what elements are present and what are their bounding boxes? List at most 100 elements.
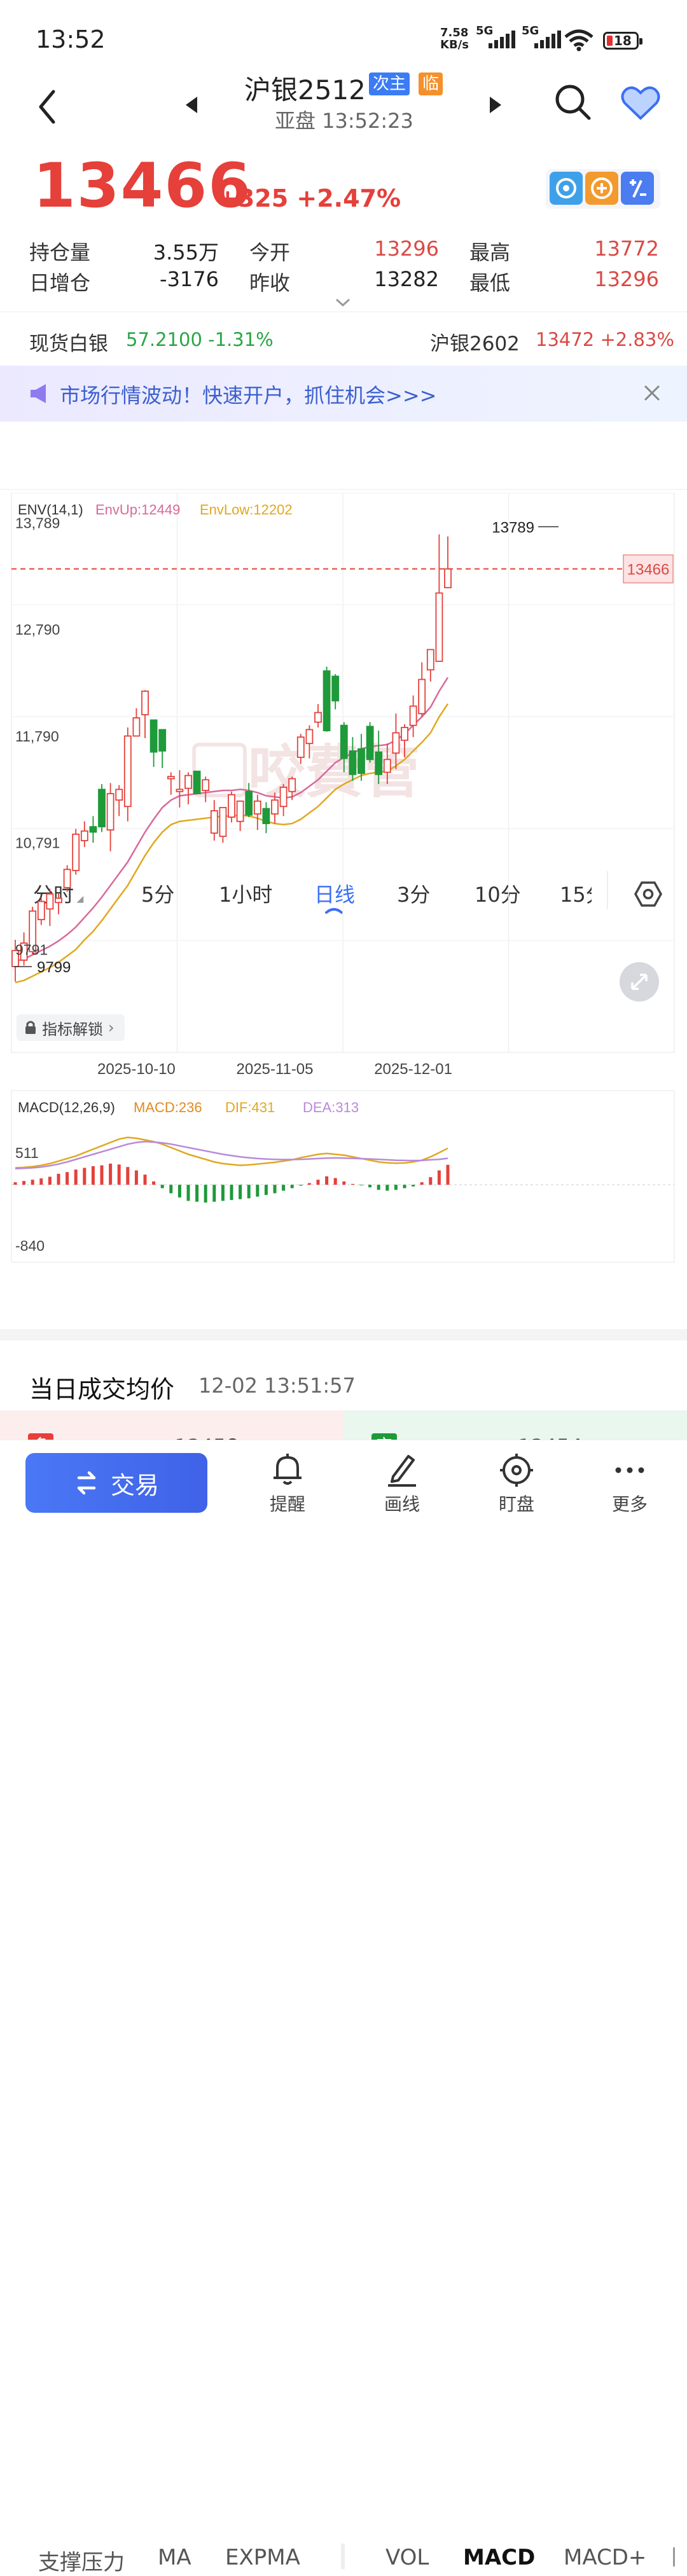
daily-oi-change-value: -3176 <box>160 267 219 291</box>
indicator-expma[interactable]: EXPMA <box>225 2545 300 2570</box>
macd-bar <box>221 1185 225 1201</box>
nav-draw[interactable]: 画线 <box>364 1451 440 1516</box>
tab-daily[interactable]: 日线 <box>314 883 356 907</box>
next-contract-label[interactable]: 沪银2602 <box>430 333 520 355</box>
macd-panel: MACD(12,26,9) MACD:236 DIF:431 DEA:313 511 -8… <box>11 1099 674 1254</box>
candle-body <box>98 789 106 828</box>
wifi-icon <box>564 29 593 52</box>
today-open-value: 13296 <box>374 237 439 261</box>
tab-5min[interactable]: 5分 <box>141 883 175 907</box>
prev-contract-icon[interactable] <box>183 95 200 114</box>
calculator-icon[interactable] <box>621 172 654 205</box>
macd-bar <box>290 1185 294 1188</box>
candle-body <box>210 810 218 834</box>
x-tick-label: 2025-12-01 <box>374 1061 452 1078</box>
macd-bar <box>420 1182 424 1185</box>
env-legend-0: EnvUp:12449 <box>95 502 180 518</box>
dea-line <box>15 1141 448 1170</box>
max-price-label: 13789 <box>492 519 534 536</box>
candle-body <box>236 800 244 822</box>
macd-bar <box>273 1185 277 1194</box>
nav-more-label: 更多 <box>611 1494 648 1515</box>
macd-bar <box>39 1178 43 1185</box>
prev-close-value: 13282 <box>374 267 439 291</box>
fullscreen-button[interactable] <box>620 962 659 1002</box>
indicator-ma[interactable]: MA <box>158 2545 191 2570</box>
candle-body <box>46 893 54 910</box>
today-open-label: 今开 <box>249 240 291 265</box>
macd-y-tick: 511 <box>15 1145 39 1161</box>
nav-draw-label: 画线 <box>384 1494 420 1515</box>
macd-bar <box>31 1180 34 1185</box>
candle-body <box>383 759 391 773</box>
candle-body <box>167 776 175 780</box>
macd-bar <box>342 1181 346 1185</box>
avg-price-section: 当日成交均价 12-02 13:51:57 多 多方均价： 13458 空 空方… <box>0 1329 687 1463</box>
expand-chevron-icon[interactable] <box>335 298 351 308</box>
candle-body <box>184 775 192 789</box>
kline-chart[interactable]: ENV(14,1) EnvUp:12449 EnvLow:12202 ▢咬費管 13… <box>0 493 687 1263</box>
favorite-heart-icon[interactable] <box>621 85 660 121</box>
candle-body <box>219 807 227 837</box>
quote-service-icon[interactable] <box>585 172 618 205</box>
macd-bar <box>247 1185 251 1199</box>
candles <box>11 534 452 982</box>
tab-1hour[interactable]: 1小时 <box>219 883 273 907</box>
trade-button[interactable]: 交易 <box>25 1453 207 1513</box>
candle-body <box>349 750 357 775</box>
next-contract-value[interactable]: 13472 +2.83% <box>536 329 674 350</box>
sim2-label: 5G <box>522 24 539 38</box>
env-title: ENV(14,1) <box>18 502 83 518</box>
y-tick-label: 11,790 <box>15 728 59 745</box>
macd-bar <box>91 1166 95 1185</box>
spot-row: 现货白银 57.2100 -1.31% 沪银2602 13472 +2.83% <box>0 312 687 364</box>
search-icon[interactable] <box>553 83 593 122</box>
macd-bar <box>134 1170 138 1185</box>
bell-icon <box>274 1454 302 1485</box>
macd-bar <box>437 1170 441 1185</box>
nav-alert[interactable]: 提醒 <box>249 1451 326 1516</box>
macd-bar <box>22 1181 26 1185</box>
promo-banner[interactable]: 市场行情波动！快速开户，抓住机会>>> <box>0 366 687 422</box>
tab-10min[interactable]: 10分 <box>475 883 521 907</box>
ai-analysis-icon[interactable] <box>550 172 583 205</box>
nav-watch[interactable]: 盯盘 <box>478 1451 555 1516</box>
trade-label: 交易 <box>110 1471 159 1499</box>
indicator-macd[interactable]: MACD <box>463 2545 536 2570</box>
close-icon[interactable] <box>642 383 662 403</box>
indicator-macd-plus[interactable]: MACD+ <box>564 2545 647 2570</box>
macd-bar <box>368 1185 372 1188</box>
candle-body <box>305 729 314 745</box>
megaphone-icon <box>31 384 46 403</box>
settings-icon[interactable] <box>633 879 663 909</box>
signal-icon-2 <box>534 31 561 48</box>
net-speed: 7.58 KB/s <box>440 27 469 51</box>
indicator-vol[interactable]: VOL <box>385 2545 429 2570</box>
next-contract-icon[interactable] <box>487 95 504 114</box>
nav-alert-label: 提醒 <box>269 1494 305 1515</box>
indicator-support-resistance[interactable]: 支撑压力 <box>38 2550 125 2575</box>
candle-body <box>444 568 452 589</box>
unlock-indicator-button[interactable]: 指标解锁 › <box>17 1014 125 1041</box>
macd-bar <box>160 1185 164 1188</box>
period-tabs: 分时 ◢ 5分 1小时 日线 3分 10分 15分 <box>0 432 687 914</box>
tab-3min[interactable]: 3分 <box>397 883 431 907</box>
macd-bar <box>109 1163 113 1185</box>
candle-body <box>279 787 288 808</box>
annotations: 13466 13789 9799 <box>11 519 674 976</box>
env-legend-1: EnvLow:12202 <box>200 502 293 518</box>
candle-body <box>89 826 97 833</box>
prev-close-label: 昨收 <box>249 271 291 295</box>
candle-body <box>392 732 400 754</box>
back-icon[interactable] <box>36 89 59 125</box>
candle-body <box>228 794 235 818</box>
candle-body <box>72 833 80 871</box>
tab-15min[interactable]: 15分 <box>560 883 592 907</box>
net-speed-value: 7.58 <box>440 26 469 39</box>
candle-body <box>245 790 253 816</box>
candle-body <box>296 736 305 758</box>
nav-more[interactable]: 更多 <box>592 1451 668 1516</box>
y-tick-label: 9791 <box>15 941 48 958</box>
candle-body <box>366 726 374 761</box>
candle-body <box>202 779 210 791</box>
